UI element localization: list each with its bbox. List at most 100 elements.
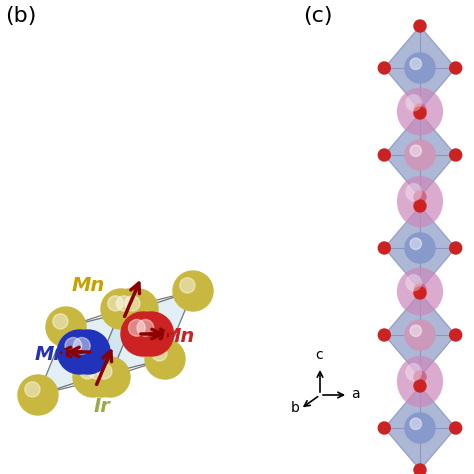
Circle shape — [414, 284, 426, 296]
Circle shape — [53, 314, 68, 329]
Circle shape — [82, 357, 121, 397]
Circle shape — [121, 301, 146, 325]
Text: Mn: Mn — [162, 327, 195, 346]
Circle shape — [414, 62, 432, 80]
Circle shape — [118, 289, 158, 329]
Circle shape — [73, 337, 90, 354]
Circle shape — [405, 233, 435, 263]
Polygon shape — [384, 206, 456, 290]
Circle shape — [450, 242, 462, 254]
Circle shape — [128, 319, 145, 336]
Circle shape — [180, 278, 195, 293]
Circle shape — [405, 413, 435, 443]
Circle shape — [414, 20, 426, 32]
Circle shape — [30, 387, 54, 411]
Circle shape — [90, 357, 130, 397]
Circle shape — [414, 191, 426, 203]
Circle shape — [405, 140, 435, 170]
Circle shape — [378, 62, 390, 74]
Circle shape — [57, 330, 101, 374]
Ellipse shape — [405, 274, 422, 292]
Circle shape — [414, 200, 426, 212]
Circle shape — [134, 325, 161, 352]
Circle shape — [185, 283, 209, 307]
Circle shape — [145, 339, 185, 379]
Circle shape — [378, 149, 390, 161]
Circle shape — [129, 312, 173, 356]
Text: (b): (b) — [5, 6, 36, 26]
Circle shape — [173, 271, 213, 311]
Circle shape — [414, 242, 432, 260]
Circle shape — [130, 301, 154, 325]
Circle shape — [414, 149, 432, 167]
Circle shape — [73, 357, 113, 397]
Circle shape — [93, 369, 118, 393]
Circle shape — [414, 422, 432, 440]
Text: Mn: Mn — [35, 345, 68, 364]
Circle shape — [410, 238, 421, 249]
Circle shape — [116, 296, 131, 311]
Ellipse shape — [397, 176, 443, 227]
Circle shape — [414, 464, 426, 474]
Circle shape — [97, 364, 112, 379]
Circle shape — [85, 369, 109, 393]
Circle shape — [378, 242, 390, 254]
Circle shape — [405, 53, 435, 83]
Circle shape — [378, 422, 390, 434]
Circle shape — [109, 289, 149, 329]
Circle shape — [58, 319, 82, 343]
Polygon shape — [93, 309, 138, 377]
Circle shape — [410, 325, 421, 337]
Circle shape — [410, 418, 421, 429]
Polygon shape — [384, 386, 456, 470]
Circle shape — [152, 346, 167, 361]
Circle shape — [101, 289, 141, 329]
Polygon shape — [384, 113, 456, 197]
Circle shape — [414, 380, 426, 392]
Circle shape — [414, 287, 426, 299]
Circle shape — [450, 62, 462, 74]
Circle shape — [414, 371, 426, 383]
Circle shape — [113, 301, 137, 325]
Circle shape — [450, 329, 462, 341]
Circle shape — [414, 329, 432, 347]
Text: Mn: Mn — [72, 276, 105, 295]
Polygon shape — [38, 291, 193, 395]
Circle shape — [378, 329, 390, 341]
Ellipse shape — [405, 94, 422, 111]
Circle shape — [25, 382, 40, 397]
Circle shape — [79, 343, 106, 370]
Text: a: a — [351, 387, 360, 401]
Circle shape — [414, 104, 426, 116]
Circle shape — [88, 364, 103, 379]
Circle shape — [108, 296, 123, 311]
Circle shape — [80, 364, 95, 379]
Circle shape — [137, 319, 154, 336]
Circle shape — [157, 351, 181, 375]
Ellipse shape — [397, 268, 443, 315]
Circle shape — [66, 330, 110, 374]
Polygon shape — [384, 293, 456, 377]
Ellipse shape — [405, 363, 422, 382]
Ellipse shape — [397, 356, 443, 407]
Ellipse shape — [397, 88, 443, 136]
Text: (c): (c) — [303, 6, 332, 26]
Circle shape — [410, 145, 421, 156]
Circle shape — [65, 337, 82, 354]
Circle shape — [46, 307, 86, 347]
Circle shape — [71, 343, 97, 370]
Ellipse shape — [405, 183, 422, 201]
Circle shape — [405, 320, 435, 350]
Circle shape — [125, 296, 140, 311]
Circle shape — [414, 107, 426, 119]
Text: Ir: Ir — [93, 397, 110, 416]
Circle shape — [410, 58, 421, 70]
Circle shape — [102, 369, 126, 393]
Circle shape — [143, 325, 169, 352]
Circle shape — [121, 312, 165, 356]
Text: c: c — [315, 348, 323, 362]
Circle shape — [450, 422, 462, 434]
Polygon shape — [384, 26, 456, 110]
Text: b: b — [291, 401, 299, 415]
Circle shape — [450, 149, 462, 161]
